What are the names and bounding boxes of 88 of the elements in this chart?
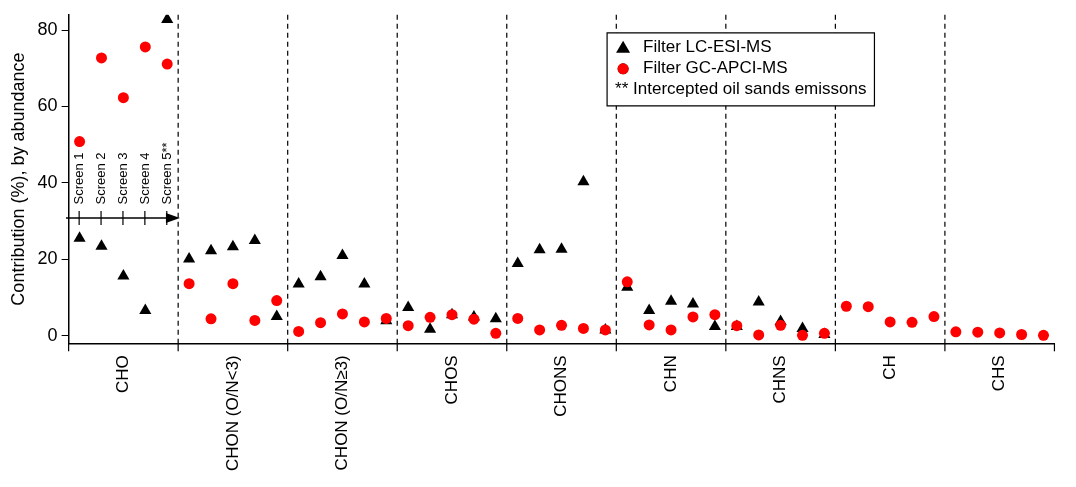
- point: [752, 295, 765, 306]
- point: [226, 239, 239, 251]
- point: [424, 311, 436, 323]
- legend-label: Filter GC-APCI-MS: [643, 58, 788, 78]
- point: [840, 300, 852, 312]
- point: [687, 311, 699, 323]
- x-tick-label: CHONS: [551, 355, 571, 417]
- point: [402, 320, 414, 332]
- point: [972, 326, 984, 338]
- point: [183, 278, 195, 290]
- point: [402, 300, 415, 311]
- point: [117, 269, 130, 280]
- annotation: Screen 5**: [158, 142, 174, 205]
- point: [709, 309, 721, 321]
- point: [884, 316, 896, 328]
- x-tick-label: CHON (O/N<3): [222, 355, 242, 472]
- point: [490, 327, 502, 339]
- point: [512, 312, 524, 324]
- point: [227, 278, 239, 290]
- point: [292, 277, 305, 288]
- point: [358, 277, 371, 288]
- annotation: Screen 4: [136, 152, 152, 205]
- point: [556, 319, 568, 331]
- point: [204, 243, 218, 255]
- point: [862, 301, 874, 313]
- point: [314, 269, 327, 281]
- point: [797, 329, 809, 341]
- point: [117, 92, 129, 104]
- point: [95, 239, 108, 250]
- x-tick-label: CH: [879, 355, 899, 380]
- point: [336, 248, 349, 259]
- point: [139, 41, 151, 53]
- point: [205, 313, 217, 325]
- point: [74, 136, 86, 148]
- point: [708, 319, 721, 330]
- y-axis-title: Contribution (%), by abundance: [7, 52, 28, 306]
- point: [73, 231, 86, 242]
- point: [270, 309, 283, 321]
- point: [293, 325, 305, 337]
- point: [665, 294, 678, 305]
- point: [336, 308, 348, 320]
- point: [621, 276, 633, 288]
- point: [358, 316, 370, 328]
- x-tick-label: CHO: [113, 355, 133, 394]
- point: [555, 242, 568, 253]
- point: [577, 322, 589, 334]
- annotation: Screen 1: [71, 152, 87, 205]
- annotation: Screen 3: [114, 152, 130, 205]
- point: [994, 327, 1006, 339]
- y-tick-label: 40: [37, 171, 58, 192]
- point: [577, 174, 590, 186]
- x-tick-label: CHN: [660, 355, 680, 393]
- point: [686, 296, 700, 308]
- y-tick-label: 20: [37, 248, 58, 269]
- point: [139, 303, 152, 314]
- point: [249, 314, 261, 326]
- point: [1016, 329, 1028, 341]
- point: [533, 242, 546, 254]
- y-tick-label: 80: [37, 19, 58, 40]
- y-tick-label: 0: [47, 324, 58, 345]
- point: [315, 317, 327, 329]
- point: [248, 233, 261, 245]
- annotation: ** Intercepted oil sands emissons: [615, 79, 867, 99]
- point: [489, 311, 502, 323]
- point: [928, 311, 940, 323]
- legend-label: Filter LC-ESI-MS: [643, 37, 772, 57]
- point: [950, 326, 962, 338]
- point: [183, 251, 196, 263]
- x-tick-label: CHOS: [441, 355, 461, 405]
- x-tick-label: CHON (O/N≥3): [332, 355, 352, 471]
- point: [753, 329, 765, 341]
- point: [643, 303, 656, 314]
- point: [775, 319, 787, 331]
- point: [643, 319, 655, 331]
- x-tick-label: CHS: [989, 355, 1009, 392]
- y-tick-label: 60: [37, 95, 58, 116]
- point: [424, 322, 437, 333]
- point: [1037, 329, 1049, 341]
- point: [271, 295, 283, 307]
- point: [906, 316, 918, 328]
- point: [511, 256, 524, 267]
- point: [161, 58, 173, 70]
- x-tick-label: CHNS: [770, 355, 790, 404]
- point: [534, 324, 546, 336]
- annotation: Screen 2: [93, 152, 109, 205]
- point: [95, 52, 107, 64]
- point: [468, 313, 480, 325]
- point: [665, 324, 677, 336]
